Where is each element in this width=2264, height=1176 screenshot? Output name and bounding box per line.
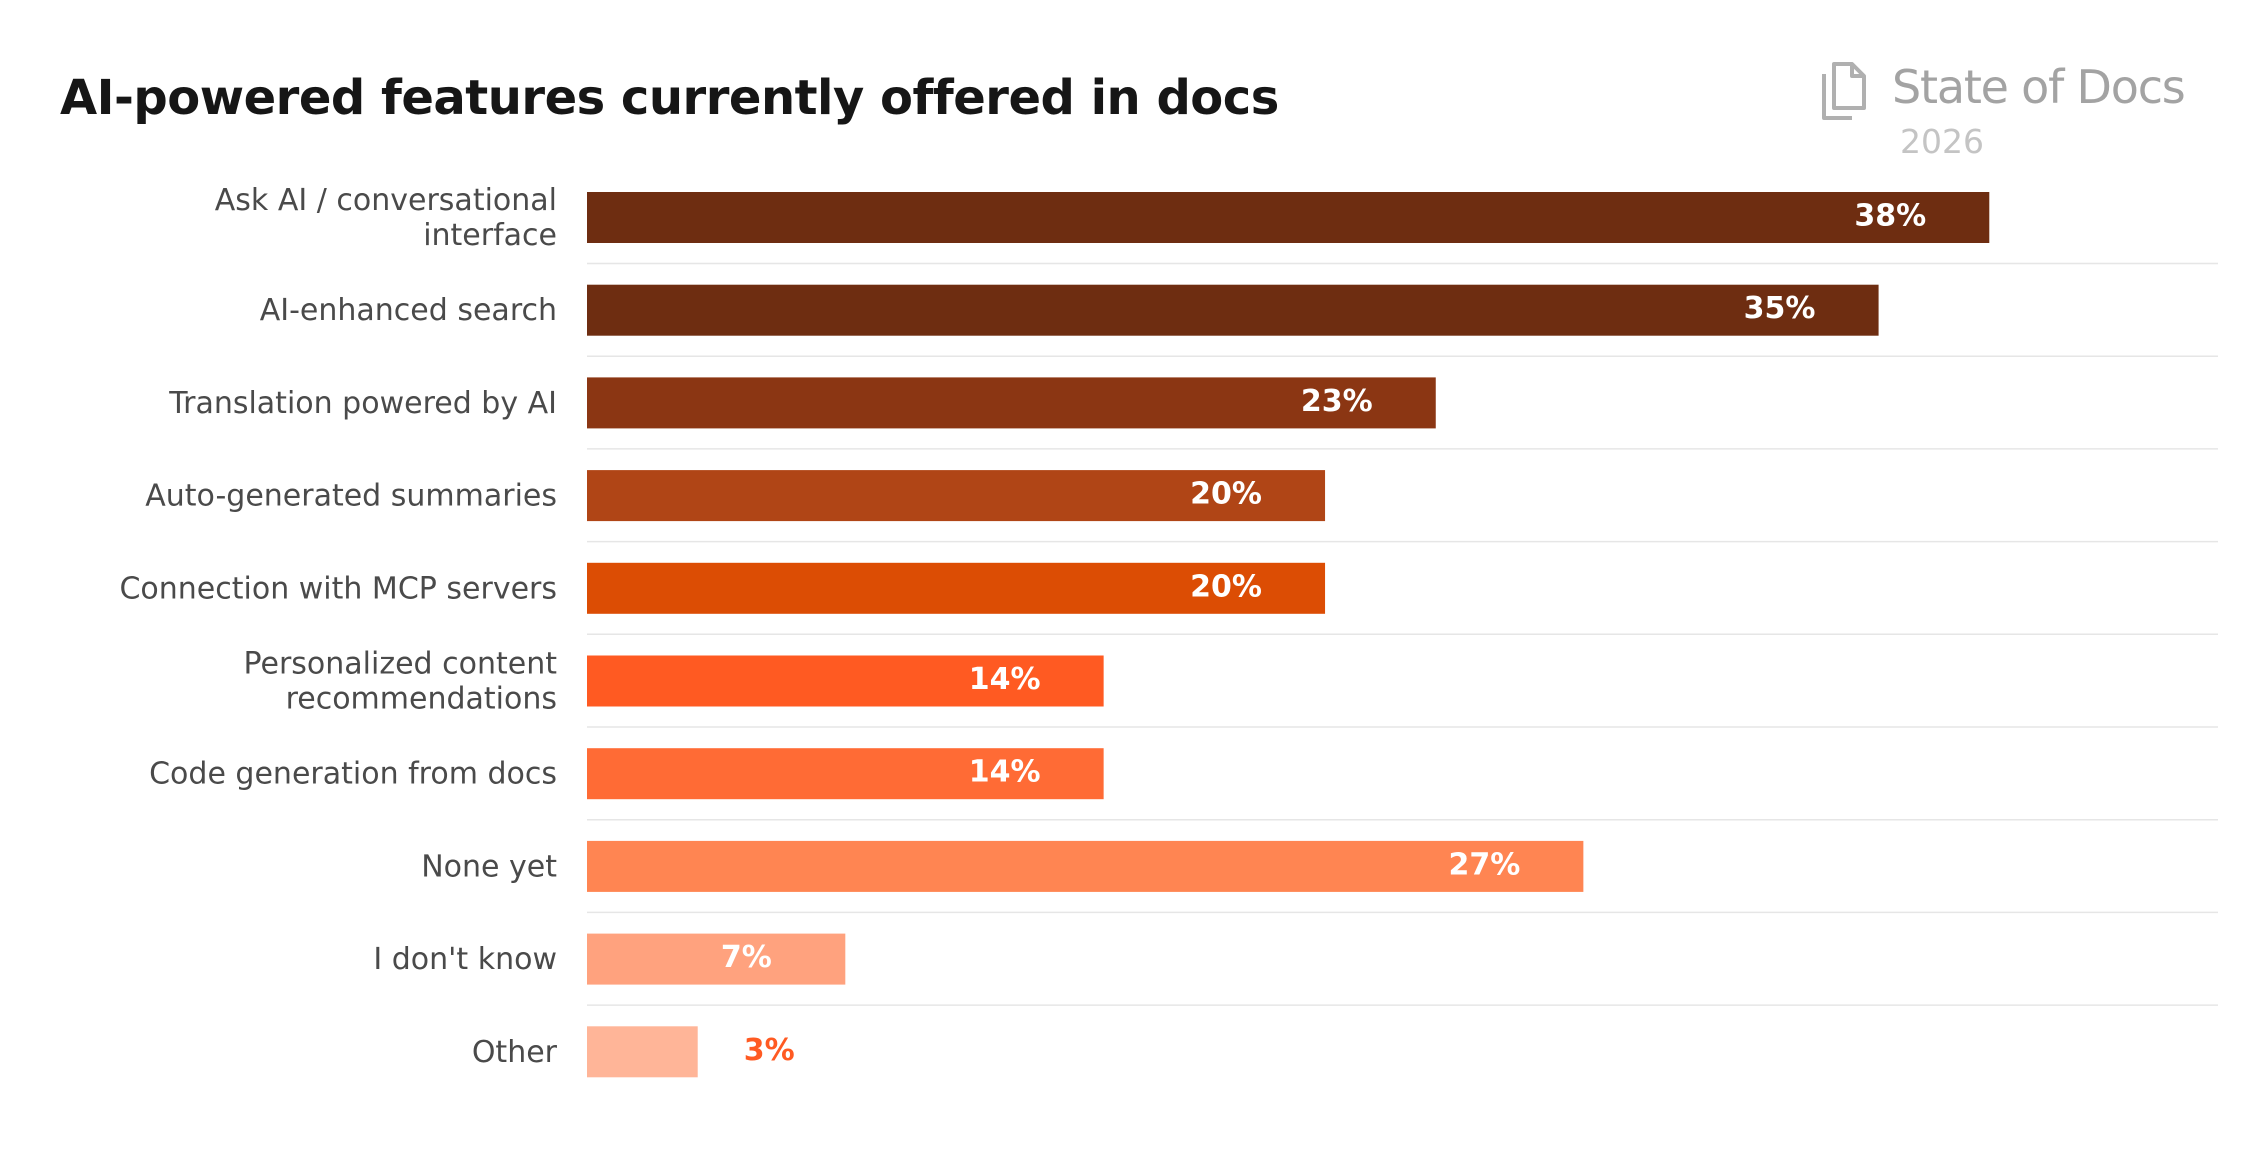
category-label: I don't know bbox=[373, 942, 557, 977]
value-label: 14% bbox=[969, 662, 1041, 697]
value-label: 20% bbox=[1190, 477, 1262, 512]
category-label: None yet bbox=[421, 849, 557, 884]
bar-2 bbox=[587, 284, 1879, 336]
category-label: Auto-generated summaries bbox=[145, 479, 557, 514]
category-label: Translation powered by AI bbox=[168, 386, 557, 421]
category-label: Connection with MCP servers bbox=[119, 571, 557, 606]
category-label: Ask AI / conversational interface bbox=[215, 183, 557, 253]
bar-3 bbox=[587, 377, 1436, 429]
bar-7 bbox=[587, 748, 1104, 800]
bar-5 bbox=[587, 562, 1326, 614]
category-label: Personalized content recommendations bbox=[243, 647, 557, 717]
brand-year: 2026 bbox=[1900, 122, 1984, 161]
value-label: 27% bbox=[1448, 847, 1520, 882]
value-label: 3% bbox=[744, 1033, 795, 1068]
bar-1 bbox=[587, 192, 1990, 243]
bar-6 bbox=[587, 655, 1104, 707]
value-label: 20% bbox=[1190, 569, 1262, 604]
value-label: 23% bbox=[1301, 384, 1373, 419]
brand-name: State of Docs bbox=[1892, 60, 2186, 114]
category-label: Other bbox=[472, 1035, 558, 1070]
category-label: AI-enhanced search bbox=[260, 293, 557, 328]
value-label: 14% bbox=[969, 755, 1041, 790]
bar-9 bbox=[587, 933, 846, 985]
brand-logo: State of Docs 2026 bbox=[1818, 58, 2218, 168]
bar-10 bbox=[587, 1026, 698, 1078]
category-label: Code generation from docs bbox=[149, 757, 557, 792]
bar-8 bbox=[587, 840, 1584, 892]
document-stack-icon bbox=[1822, 62, 1866, 120]
chart-title: AI-powered features currently offered in… bbox=[60, 70, 1279, 126]
value-label: 35% bbox=[1744, 291, 1816, 326]
bar-4 bbox=[587, 470, 1326, 522]
value-label: 7% bbox=[721, 940, 772, 975]
value-label: 38% bbox=[1854, 199, 1926, 234]
